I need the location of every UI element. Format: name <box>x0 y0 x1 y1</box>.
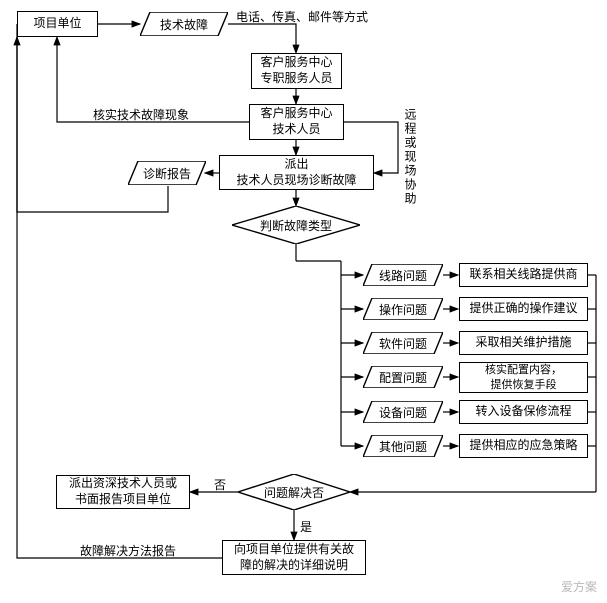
node-project-unit: 项目单位 <box>17 11 98 37</box>
text-a-op: 提供正确的操作建议 <box>469 301 577 317</box>
label-verify: 核实技术故障现象 <box>93 106 189 123</box>
node-service-center: 客户服务中心 专职服务人员 <box>251 53 342 89</box>
node-p-cfg: 配置问题 <box>363 366 443 388</box>
node-p-other: 其他问题 <box>363 435 443 457</box>
label-remote-assist: 远程或现场协助 <box>402 108 419 206</box>
text-tech-staff: 客户服务中心 技术人员 <box>260 106 332 137</box>
text-a-other: 提供相应的应急策略 <box>469 438 577 454</box>
text-judge-type: 判断故障类型 <box>260 217 332 234</box>
text-solved: 问题解决否 <box>264 484 324 501</box>
text-tech-fault: 技术故障 <box>160 16 208 33</box>
text-p-op: 操作问题 <box>379 301 427 318</box>
node-escalate: 派出资深技术人员或 书面报告项目单位 <box>56 475 190 509</box>
text-p-line: 线路问题 <box>379 267 427 284</box>
node-tech-fault: 技术故障 <box>140 12 228 36</box>
text-dispatch: 派出 技术人员现场诊断故障 <box>236 157 356 188</box>
node-a-dev: 转入设备保修流程 <box>459 400 588 424</box>
text-p-other: 其他问题 <box>379 438 427 455</box>
text-a-line: 联系相关线路提供商 <box>469 267 577 283</box>
label-solution-report: 故障解决方法报告 <box>80 542 176 559</box>
text-final-report: 向项目单位提供有关故 障的解决的详细说明 <box>234 542 354 573</box>
label-yes: 是 <box>300 518 312 535</box>
node-a-cfg: 核实配置内容， 提供恢复手段 <box>459 362 588 393</box>
text-escalate: 派出资深技术人员或 书面报告项目单位 <box>69 476 177 507</box>
text-p-cfg: 配置问题 <box>379 369 427 386</box>
label-no: 否 <box>214 476 226 493</box>
text-p-dev: 设备问题 <box>379 404 427 421</box>
watermark: 爱方案 <box>561 578 597 595</box>
text-p-sw: 软件问题 <box>379 335 427 352</box>
node-tech-staff: 客户服务中心 技术人员 <box>249 104 344 140</box>
text-diag-report: 诊断报告 <box>143 165 191 182</box>
node-solved: 问题解决否 <box>238 474 350 510</box>
node-a-sw: 采取相关维护措施 <box>459 331 588 355</box>
text-a-sw: 采取相关维护措施 <box>475 335 571 351</box>
text-project-unit: 项目单位 <box>33 16 81 32</box>
node-a-op: 提供正确的操作建议 <box>459 297 588 321</box>
node-judge-type: 判断故障类型 <box>232 206 360 244</box>
node-final-report: 向项目单位提供有关故 障的解决的详细说明 <box>222 540 366 575</box>
text-a-cfg: 核实配置内容， 提供恢复手段 <box>485 363 562 392</box>
node-diag-report: 诊断报告 <box>128 161 206 185</box>
text-service-center: 客户服务中心 专职服务人员 <box>260 55 332 86</box>
node-a-other: 提供相应的应急策略 <box>459 434 588 458</box>
text-a-dev: 转入设备保修流程 <box>475 404 571 420</box>
node-a-line: 联系相关线路提供商 <box>459 263 588 287</box>
node-p-op: 操作问题 <box>363 298 443 320</box>
node-p-line: 线路问题 <box>363 264 443 286</box>
node-dispatch: 派出 技术人员现场诊断故障 <box>219 155 374 190</box>
node-p-sw: 软件问题 <box>363 332 443 354</box>
node-p-dev: 设备问题 <box>363 401 443 423</box>
label-report-methods: 电话、传真、邮件等方式 <box>236 8 368 25</box>
